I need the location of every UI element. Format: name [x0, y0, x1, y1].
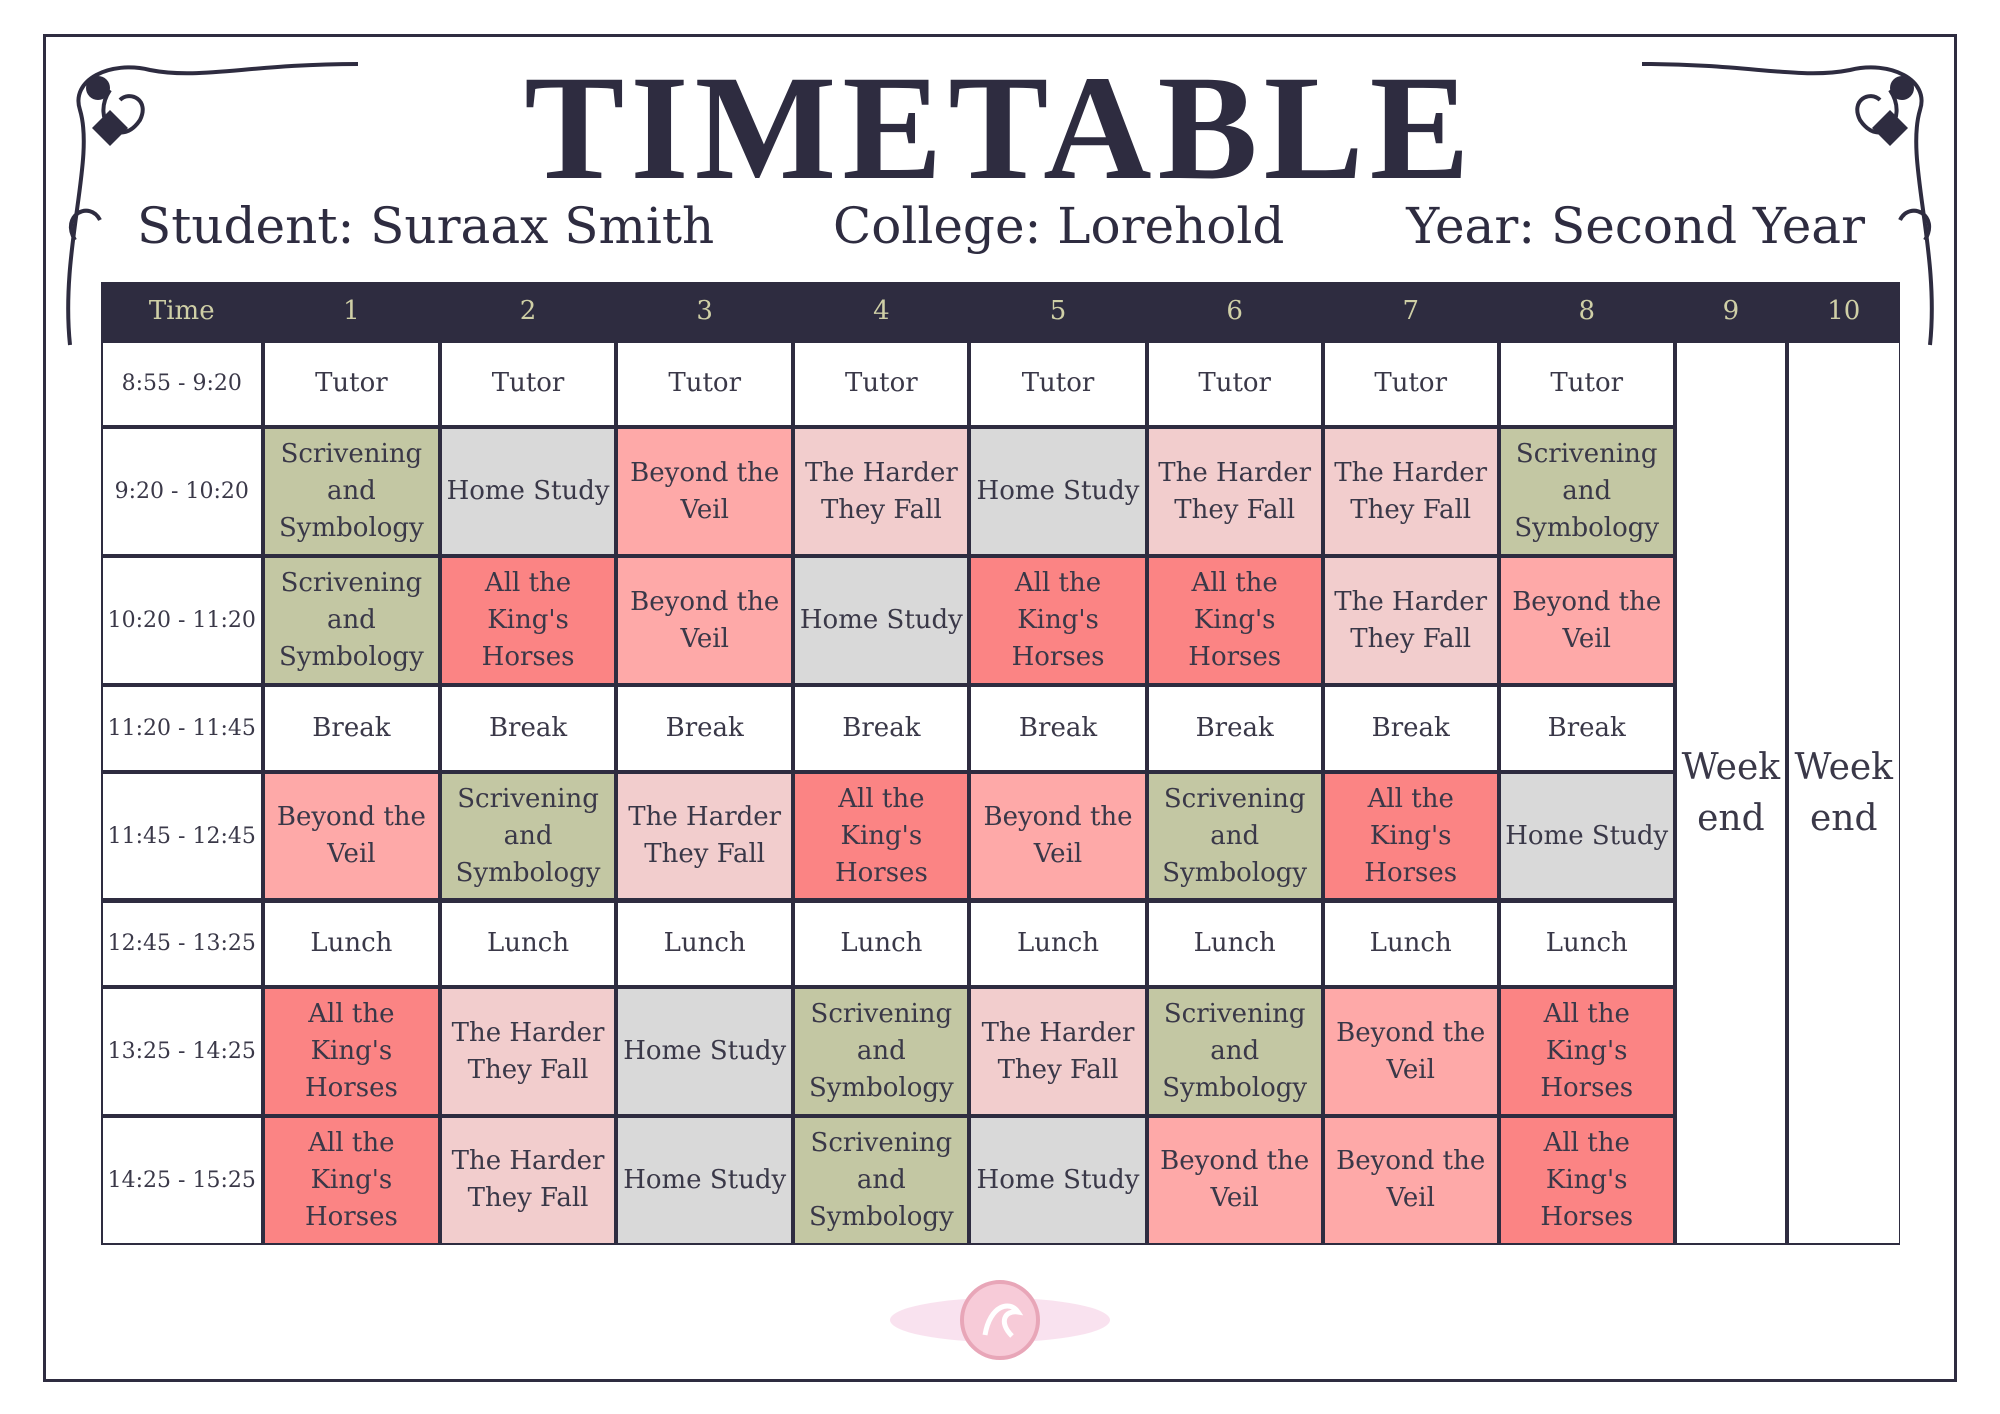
- lesson-cell: Scrivening and Symbology: [795, 989, 968, 1115]
- lesson-cell: The Harder They Fall: [795, 429, 968, 555]
- lesson-cell: Tutor: [264, 342, 439, 426]
- lesson-cell: Home Study: [971, 429, 1145, 555]
- lesson-cell: Scrivening and Symbology: [1500, 429, 1673, 555]
- lesson-cell: All the King's Horses: [264, 1118, 439, 1243]
- student: Student: Suraax Smith: [137, 197, 715, 255]
- column-header: 8: [1578, 295, 1595, 326]
- lesson-cell: Scrivening and Symbology: [795, 1118, 968, 1243]
- lesson-cell: Beyond the Veil: [971, 773, 1145, 899]
- lesson-cell: The Harder They Fall: [1148, 429, 1321, 555]
- column-header: 4: [873, 295, 890, 326]
- lesson-cell: Break: [264, 686, 439, 770]
- lesson-cell: The Harder They Fall: [1324, 429, 1497, 555]
- weekend-cell: Week end: [1676, 342, 1785, 1243]
- lesson-cell: Home Study: [618, 989, 792, 1115]
- lesson-cell: All the King's Horses: [264, 989, 439, 1115]
- lesson-cell: Break: [1324, 686, 1497, 770]
- year: Year: Second Year: [1406, 197, 1865, 255]
- lesson-cell: Beyond the Veil: [1324, 989, 1497, 1115]
- lesson-cell: Break: [971, 686, 1145, 770]
- time-cell: 12:45 - 13:25: [102, 902, 261, 986]
- lesson-cell: Home Study: [618, 1118, 792, 1243]
- column-header: Time: [148, 295, 215, 326]
- lesson-cell: The Harder They Fall: [442, 989, 615, 1115]
- column-header: 1: [343, 295, 360, 326]
- lesson-cell: Break: [1500, 686, 1673, 770]
- lesson-cell: Break: [795, 686, 968, 770]
- lesson-cell: Beyond the Veil: [618, 558, 792, 683]
- lesson-cell: All the King's Horses: [1500, 1118, 1673, 1243]
- lesson-cell: Scrivening and Symbology: [442, 773, 615, 899]
- time-cell: 8:55 - 9:20: [102, 342, 261, 426]
- college: College: Lorehold: [833, 197, 1285, 255]
- lesson-cell: All the King's Horses: [795, 773, 968, 899]
- lesson-cell: Scrivening and Symbology: [264, 429, 439, 555]
- lesson-cell: Lunch: [1500, 902, 1673, 986]
- lesson-cell: The Harder They Fall: [971, 989, 1145, 1115]
- column-header: 6: [1226, 295, 1243, 326]
- lesson-cell: All the King's Horses: [442, 558, 615, 683]
- lesson-cell: Break: [1148, 686, 1321, 770]
- lesson-cell: Home Study: [795, 558, 968, 683]
- lesson-cell: Tutor: [618, 342, 792, 426]
- lesson-cell: Lunch: [795, 902, 968, 986]
- lesson-cell: Scrivening and Symbology: [264, 558, 439, 683]
- lesson-cell: Beyond the Veil: [618, 429, 792, 555]
- time-cell: 11:45 - 12:45: [102, 773, 261, 899]
- lesson-cell: Home Study: [971, 1118, 1145, 1243]
- time-cell: 14:25 - 15:25: [102, 1118, 261, 1243]
- column-header: 2: [519, 295, 537, 326]
- column-header: 9: [1722, 295, 1740, 326]
- lesson-cell: Home Study: [1500, 773, 1673, 899]
- lesson-cell: All the King's Horses: [1500, 989, 1673, 1115]
- time-cell: 10:20 - 11:20: [102, 558, 261, 683]
- lesson-cell: Scrivening and Symbology: [1148, 773, 1321, 899]
- lesson-cell: All the King's Horses: [1324, 773, 1497, 899]
- time-cell: 11:20 - 11:45: [102, 686, 261, 770]
- weekend-cell: Week end: [1788, 342, 1899, 1243]
- lesson-cell: Tutor: [442, 342, 615, 426]
- lesson-cell: Home Study: [442, 429, 615, 555]
- lesson-cell: The Harder They Fall: [618, 773, 792, 899]
- lesson-cell: Tutor: [1324, 342, 1497, 426]
- lesson-cell: Break: [442, 686, 615, 770]
- lesson-cell: The Harder They Fall: [1324, 558, 1497, 683]
- lesson-cell: Tutor: [971, 342, 1145, 426]
- lesson-cell: Tutor: [1500, 342, 1673, 426]
- time-cell: 9:20 - 10:20: [102, 429, 261, 555]
- lesson-cell: All the King's Horses: [1148, 558, 1321, 683]
- lesson-cell: Lunch: [1148, 902, 1321, 986]
- time-cell: 13:25 - 14:25: [102, 989, 261, 1115]
- page-frame: [43, 34, 1957, 1382]
- lesson-cell: Lunch: [1324, 902, 1497, 986]
- lesson-cell: Lunch: [618, 902, 792, 986]
- lesson-cell: Beyond the Veil: [1324, 1118, 1497, 1243]
- lesson-cell: Beyond the Veil: [1500, 558, 1673, 683]
- column-header: 10: [1827, 295, 1861, 326]
- lesson-cell: Tutor: [1148, 342, 1321, 426]
- lesson-cell: Break: [618, 686, 792, 770]
- lesson-cell: All the King's Horses: [971, 558, 1145, 683]
- column-header: 7: [1402, 295, 1419, 326]
- lesson-cell: Tutor: [795, 342, 968, 426]
- lesson-cell: Beyond the Veil: [264, 773, 439, 899]
- lesson-cell: Lunch: [264, 902, 439, 986]
- lesson-cell: Scrivening and Symbology: [1148, 989, 1321, 1115]
- lesson-cell: Lunch: [442, 902, 615, 986]
- lesson-cell: The Harder They Fall: [442, 1118, 615, 1243]
- lesson-cell: Lunch: [971, 902, 1145, 986]
- lesson-cell: Beyond the Veil: [1148, 1118, 1321, 1243]
- title: TIMETABLE: [524, 45, 1476, 211]
- column-header: 3: [696, 295, 713, 326]
- column-header: 5: [1049, 295, 1067, 326]
